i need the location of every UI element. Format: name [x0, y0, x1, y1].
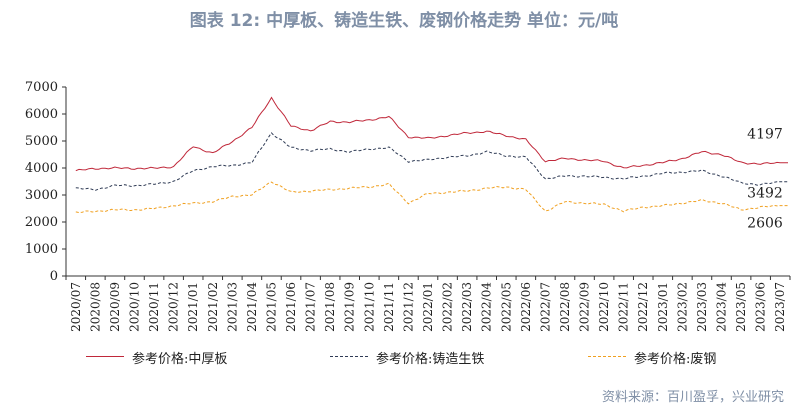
x-tick-label: 2021/02	[206, 282, 220, 332]
x-tick-label: 2020/08	[88, 282, 102, 332]
y-tick-label: 4000	[25, 161, 58, 176]
x-tick-label: 2022/09	[578, 282, 592, 332]
x-tick-label: 2020/09	[108, 282, 122, 332]
source-note: 资料来源：百川盈孚，兴业研究	[601, 390, 784, 405]
y-tick-label: 1000	[25, 242, 58, 257]
x-tick-label: 2023/01	[656, 282, 670, 332]
series-line-1	[75, 132, 788, 191]
x-tick-label: 2020/12	[167, 282, 181, 332]
x-tick-label: 2020/11	[147, 282, 161, 332]
series-layer	[75, 96, 788, 214]
end-value-label-1: 3492	[747, 186, 783, 202]
end-value-label-2: 2606	[747, 216, 783, 232]
x-tick-label: 2021/12	[401, 282, 415, 332]
x-tick-label: 2021/09	[343, 282, 357, 332]
x-tick-label: 2022/07	[538, 282, 552, 332]
x-tick-label: 2022/11	[617, 282, 631, 332]
y-tick-label: 0	[50, 269, 58, 284]
chart-title: 图表 12: 中厚板、铸造生铁、废钢价格走势 单位：元/吨	[189, 11, 619, 31]
x-tick-label: 2022/08	[558, 282, 572, 332]
x-tick-label: 2022/02	[441, 282, 455, 332]
x-tick-label: 2023/02	[675, 282, 689, 332]
x-tick-label: 2023/05	[734, 282, 748, 332]
legend-swatch-plate	[86, 356, 124, 357]
x-tick-label: 2021/07	[304, 282, 318, 332]
x-tick-label: 2021/08	[323, 282, 337, 332]
x-tick-label: 2023/04	[715, 282, 729, 332]
legend-label-plate: 参考价格:中厚板	[132, 352, 228, 367]
x-tick-label: 2022/06	[519, 282, 533, 332]
x-tick-label: 2022/01	[421, 282, 435, 332]
x-tick-label: 2020/07	[69, 282, 83, 332]
x-tick-label: 2020/10	[127, 282, 141, 332]
x-tick-label: 2021/01	[186, 282, 200, 332]
x-tick-label: 2021/04	[245, 282, 259, 332]
legend-label-pig-iron: 参考价格:铸造生铁	[376, 352, 485, 367]
x-tick-label: 2021/06	[284, 282, 298, 332]
legend-swatch-pig-iron	[330, 356, 368, 357]
y-tick-label: 6000	[25, 107, 58, 122]
x-tick-label: 2022/12	[636, 282, 650, 332]
x-tick-label: 2023/06	[754, 282, 768, 332]
x-tick-label: 2022/10	[597, 282, 611, 332]
legend-swatch-scrap	[588, 356, 626, 357]
end-value-label-0: 4197	[747, 127, 783, 143]
legend-label-scrap: 参考价格:废钢	[634, 352, 717, 367]
x-tick-label: 2021/03	[225, 282, 239, 332]
x-tick-label: 2021/11	[382, 282, 396, 332]
series-line-2	[75, 181, 788, 214]
axes: 0 1000 2000 3000 4000 5000 6000 7000 2020/07 2020…	[25, 80, 791, 332]
x-tick-label: 2023/07	[773, 282, 787, 332]
series-line-0	[75, 96, 788, 172]
x-tick-label: 2022/04	[480, 282, 494, 332]
y-tick-label: 7000	[25, 80, 58, 95]
x-tick-label: 2021/10	[362, 282, 376, 332]
y-tick-label: 3000	[25, 188, 58, 203]
x-tick-label: 2022/05	[499, 282, 513, 332]
y-tick-label: 2000	[25, 215, 58, 230]
y-tick-label: 5000	[25, 134, 58, 149]
x-tick-label: 2022/03	[460, 282, 474, 332]
x-tick-label: 2021/05	[264, 282, 278, 332]
end-labels: 4197 3492 2606	[747, 127, 783, 232]
x-tick-label: 2023/03	[695, 282, 709, 332]
